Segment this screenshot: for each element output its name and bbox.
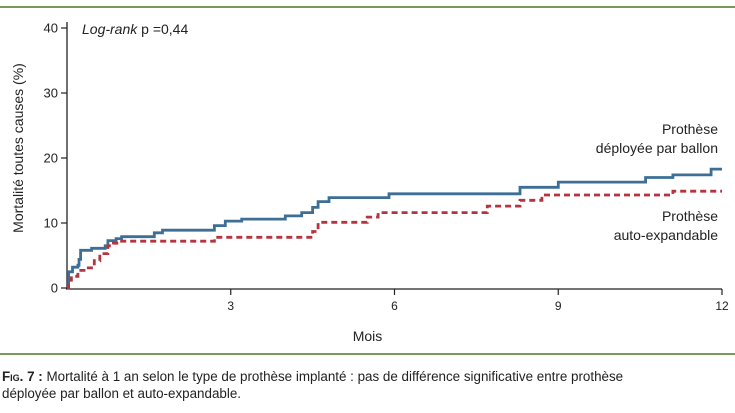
series-label-ballon: Prothèse xyxy=(662,121,718,137)
x-axis-label: Mois xyxy=(353,328,383,344)
x-tick-label: 6 xyxy=(391,299,398,313)
y-tick-label: 40 xyxy=(44,21,58,36)
x-tick-label: 9 xyxy=(555,299,562,313)
y-tick-label: 10 xyxy=(44,216,58,231)
y-tick-label: 30 xyxy=(44,86,58,101)
series-label-auto-expandable: auto-expandable xyxy=(614,227,719,243)
top-border-line xyxy=(0,6,735,8)
y-tick-label: 0 xyxy=(51,281,58,296)
logrank-annotation: Log-rank p =0,44 xyxy=(82,21,188,37)
x-tick-label: 12 xyxy=(715,299,729,313)
y-tick-label: 20 xyxy=(44,151,58,166)
series-line-auto-expandable xyxy=(67,189,722,290)
caption-text-line2: déployée par ballon et auto-expandable. xyxy=(2,386,241,401)
caption-text-line1: Mortalité à 1 an selon le type de prothè… xyxy=(42,369,624,384)
logrank-pvalue: p =0,44 xyxy=(137,21,188,37)
caption-label: Fig. 7 : xyxy=(2,369,43,384)
series-label-ballon: déployée par ballon xyxy=(596,140,718,156)
y-axis-label: Mortalité toutes causes (%) xyxy=(10,63,26,233)
chart-axes xyxy=(61,22,723,295)
series-label-auto-expandable: Prothèse xyxy=(662,208,718,224)
logrank-prefix: Log-rank xyxy=(82,21,138,37)
x-tick-label: 3 xyxy=(227,299,234,313)
chart-series xyxy=(67,167,722,290)
series-line-ballon xyxy=(67,167,722,290)
figure-caption: Fig. 7 : Mortalité à 1 an selon le type … xyxy=(2,368,735,402)
survival-chart: 0 10 20 30 40 3 6 9 12 Mois Mortalité toutes cause… xyxy=(10,21,729,345)
bottom-border-line xyxy=(0,353,735,355)
chart-labels: 0 10 20 30 40 3 6 9 12 Mois Mortalité toutes cause… xyxy=(10,21,729,345)
